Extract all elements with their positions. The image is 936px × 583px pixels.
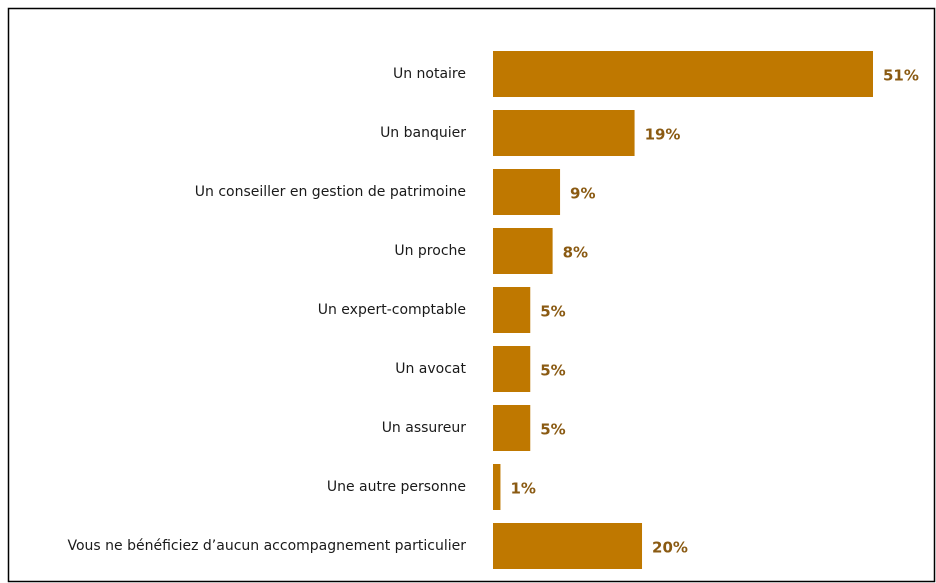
category-label: Un conseiller en gestion de patrimoine bbox=[195, 184, 466, 200]
value-label: 1% bbox=[510, 480, 535, 498]
category-label: Un assureur bbox=[382, 420, 467, 436]
category-label: Vous ne bénéficiez d’aucun accompagnemen… bbox=[68, 538, 467, 554]
bar bbox=[493, 346, 531, 392]
value-label: 5% bbox=[540, 303, 565, 321]
bar bbox=[493, 464, 501, 510]
value-label: 9% bbox=[570, 185, 595, 203]
value-label: 5% bbox=[540, 421, 565, 439]
bar bbox=[493, 228, 553, 274]
category-label: Un notaire bbox=[393, 66, 466, 82]
bar bbox=[493, 169, 561, 215]
bar bbox=[493, 405, 531, 451]
bar bbox=[493, 51, 873, 97]
category-label: Une autre personne bbox=[327, 479, 466, 495]
frame bbox=[7, 7, 936, 583]
value-label: 5% bbox=[540, 362, 565, 380]
category-label: Un expert-comptable bbox=[318, 302, 466, 318]
value-label: 19% bbox=[645, 126, 681, 144]
bar bbox=[493, 523, 643, 569]
value-label: 51% bbox=[883, 67, 919, 85]
category-label: Un proche bbox=[394, 243, 466, 259]
bar bbox=[493, 110, 635, 156]
bar bbox=[493, 287, 531, 333]
value-label: 20% bbox=[652, 539, 688, 557]
value-label: 8% bbox=[563, 244, 588, 262]
category-label: Un banquier bbox=[380, 125, 466, 141]
category-label: Un avocat bbox=[395, 361, 466, 377]
